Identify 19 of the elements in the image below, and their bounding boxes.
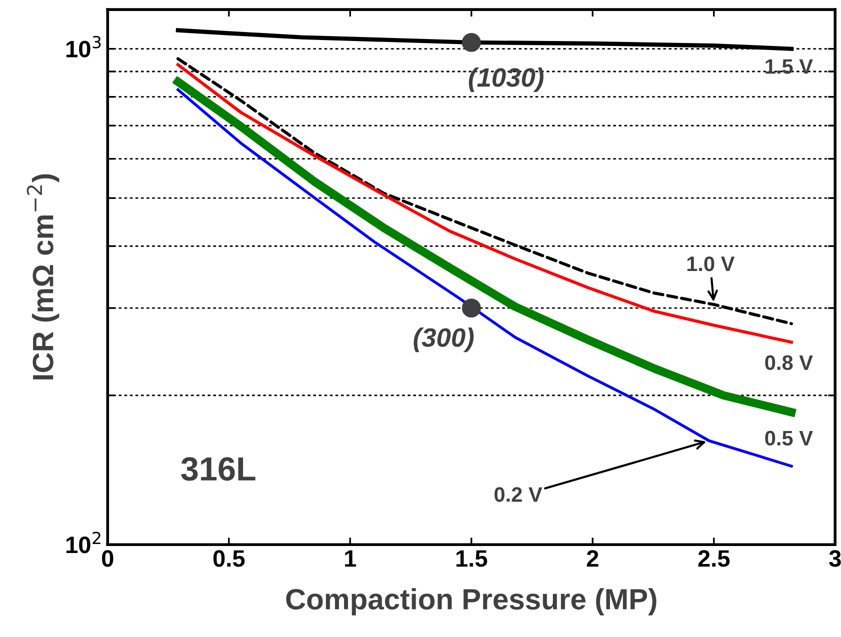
x-tick-label: 0.5 (213, 550, 245, 567)
series-label: 0.5 V (765, 430, 813, 446)
x-tick-label: 1.5 (456, 550, 488, 567)
x-tick-label: 2.5 (698, 550, 730, 567)
y-axis-title: ICR (mΩ cm$^{−2}$) (26, 174, 60, 380)
series-label: 0.8 V (765, 355, 813, 370)
x-tick-label: 1 (345, 550, 356, 567)
x-tick-label: 2 (586, 550, 598, 567)
annotation: 316L (181, 457, 256, 481)
x-tick-label: 0 (102, 550, 114, 567)
x-tick-label: 3 (829, 550, 841, 567)
annotation: (300) (414, 328, 474, 352)
y-tick-label: 10$^{2}$ (66, 532, 100, 554)
legend-label: 1.5 V (766, 59, 813, 74)
x-axis-title: Compaction Pressure (MP) (286, 588, 656, 616)
y-tick-label: 10$^{3}$ (66, 36, 101, 58)
text: 0.2 V (494, 487, 542, 502)
series-label: 1.0 V (687, 256, 735, 272)
annotation: (1030) (468, 67, 544, 92)
